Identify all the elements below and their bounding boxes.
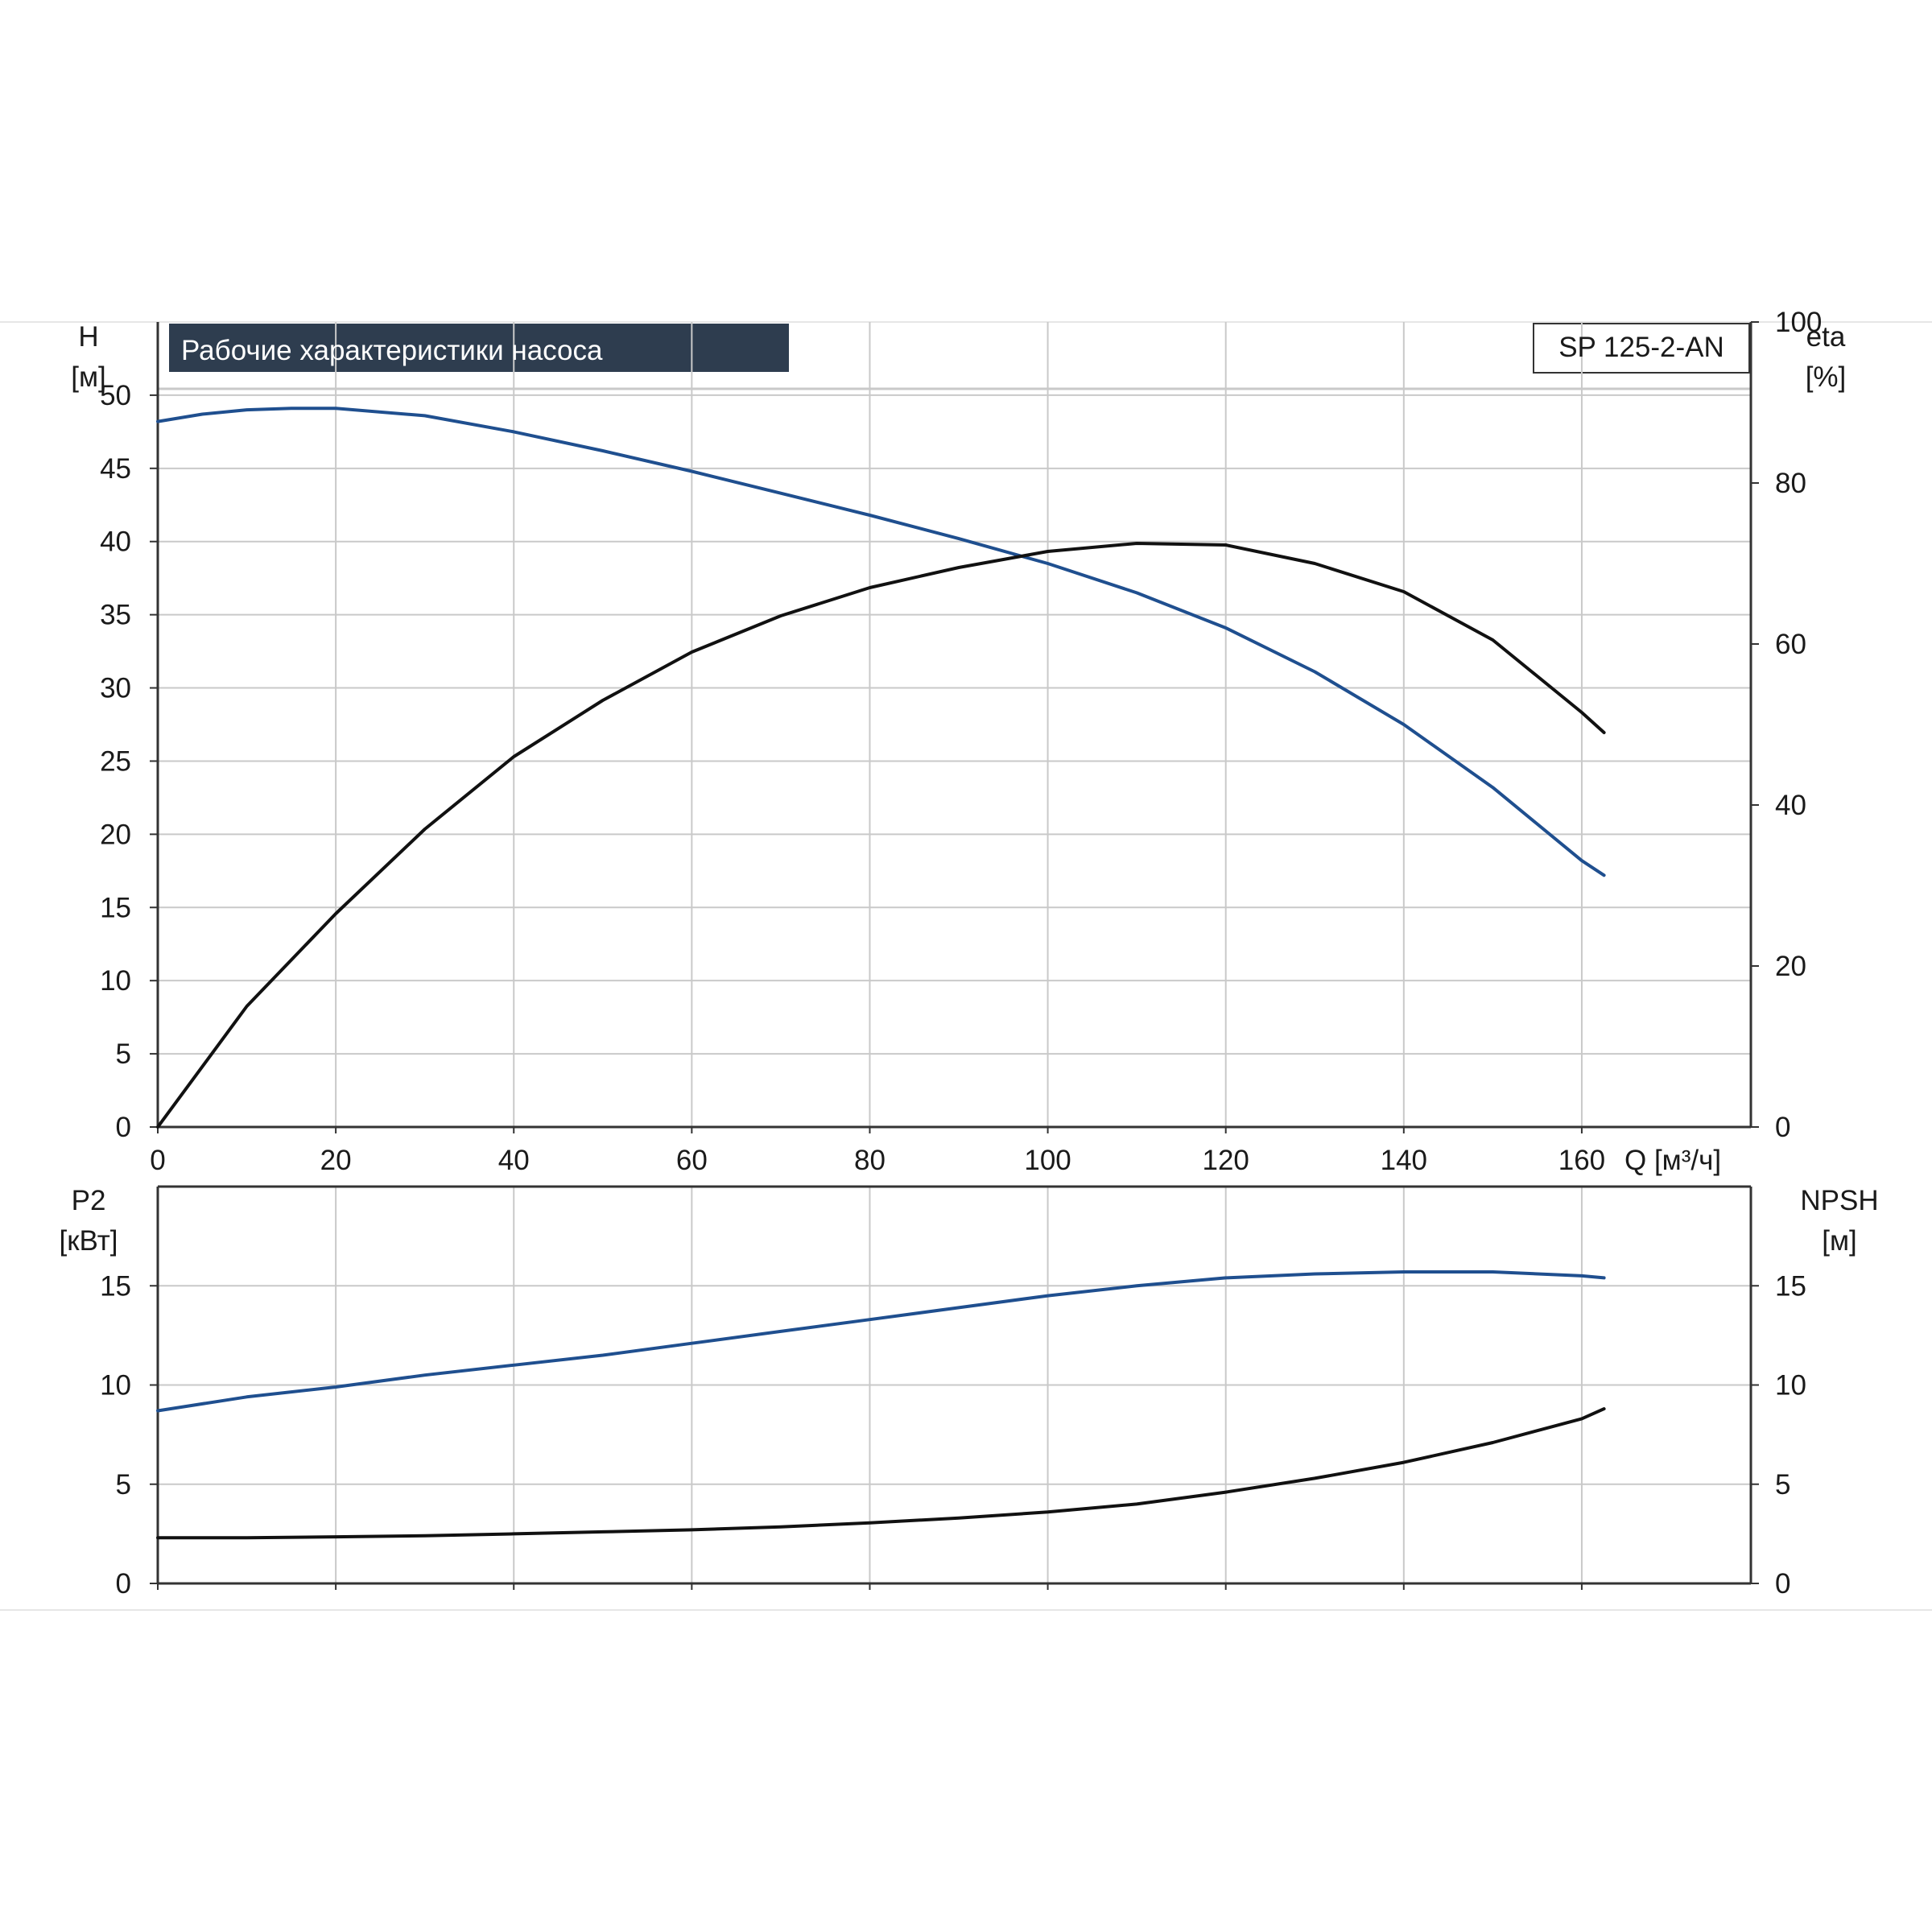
left-tick-label: 5 <box>116 1469 131 1501</box>
left-tick-label: 5 <box>116 1038 131 1070</box>
chart-title: Рабочие характеристики насоса <box>181 335 603 366</box>
left-tick-label: 35 <box>100 600 131 631</box>
series-line-0-0 <box>156 407 1606 877</box>
x-tick-label: 40 <box>498 1145 530 1176</box>
x-tick-label: 0 <box>150 1145 165 1176</box>
left-tick-label: 0 <box>116 1568 131 1600</box>
model-box <box>1533 323 1750 374</box>
right-tick-label: 40 <box>1775 790 1806 821</box>
x-tick-label: 160 <box>1558 1145 1605 1176</box>
series-line-1-0 <box>156 1270 1606 1413</box>
right-axis-unit: [%] <box>1806 361 1847 393</box>
left-tick-label: 10 <box>100 1370 131 1402</box>
x-tick-label: 80 <box>854 1145 886 1176</box>
left-axis-unit: [м] <box>71 361 106 393</box>
x-tick-label: 140 <box>1381 1145 1427 1176</box>
left-tick-label: 40 <box>100 526 131 558</box>
x-tick-label: 100 <box>1024 1145 1071 1176</box>
right-axis-title: NPSH <box>1800 1185 1878 1216</box>
right-tick-label: 5 <box>1775 1469 1790 1501</box>
left-tick-label: 45 <box>100 453 131 485</box>
left-tick-label: 20 <box>100 819 131 850</box>
left-axis-unit: [кВт] <box>60 1225 118 1257</box>
series-line-1-1 <box>156 1407 1606 1540</box>
right-tick-label: 10 <box>1775 1370 1806 1402</box>
x-axis-title: Q [м³/ч] <box>1624 1145 1721 1176</box>
x-tick-label: 60 <box>676 1145 708 1176</box>
left-tick-label: 0 <box>116 1112 131 1143</box>
series-line-0-1 <box>156 542 1606 1129</box>
right-tick-label: 0 <box>1775 1568 1790 1600</box>
left-tick-label: 25 <box>100 745 131 777</box>
right-axis-title: eta <box>1806 321 1846 353</box>
left-axis-title: P2 <box>72 1185 106 1216</box>
right-axis-unit: [м] <box>1822 1225 1857 1257</box>
model-label: SP 125-2-AN <box>1558 332 1724 363</box>
right-tick-label: 0 <box>1775 1112 1790 1143</box>
right-tick-label: 15 <box>1775 1270 1806 1302</box>
right-tick-label: 60 <box>1775 629 1806 660</box>
left-tick-label: 15 <box>100 892 131 923</box>
left-tick-label: 50 <box>100 380 131 411</box>
right-tick-label: 80 <box>1775 468 1806 499</box>
right-tick-label: 100 <box>1775 307 1822 338</box>
left-tick-label: 10 <box>100 965 131 997</box>
left-tick-label: 15 <box>100 1270 131 1302</box>
x-tick-label: 120 <box>1203 1145 1249 1176</box>
chart-title-box <box>169 324 789 372</box>
right-tick-label: 20 <box>1775 951 1806 982</box>
left-axis-title: H <box>78 321 98 353</box>
left-tick-label: 30 <box>100 673 131 704</box>
x-tick-label: 20 <box>320 1145 352 1176</box>
